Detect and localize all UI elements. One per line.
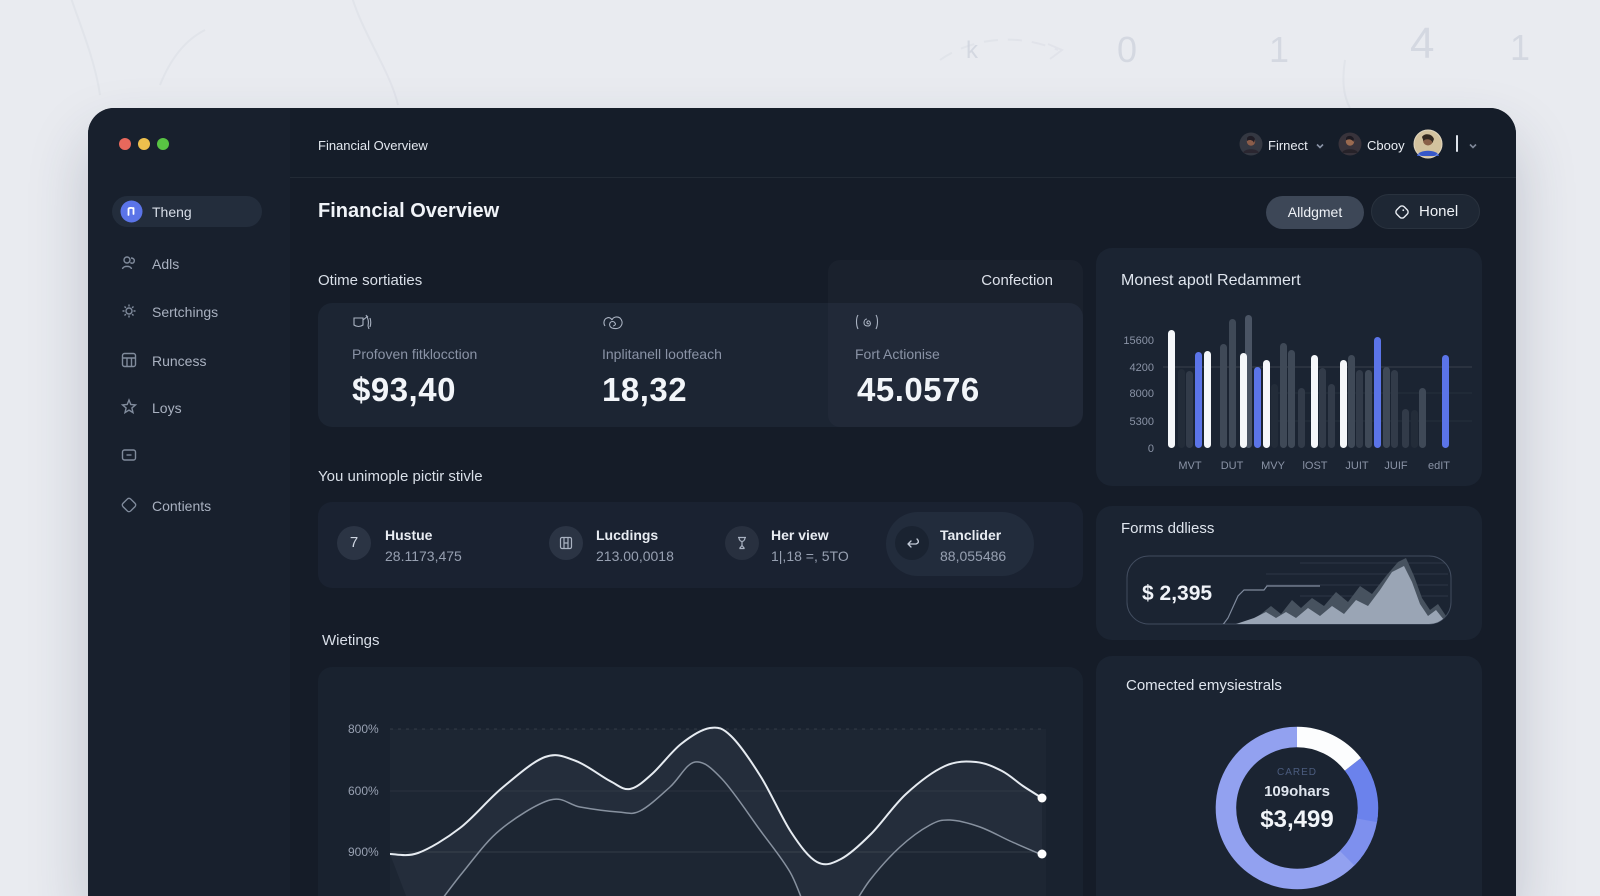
svg-text:600%: 600%: [348, 784, 379, 798]
svg-text:900%: 900%: [348, 845, 379, 859]
svg-text:800%: 800%: [348, 722, 379, 736]
svg-text:0: 0: [1117, 29, 1137, 70]
svg-text:1: 1: [1269, 29, 1289, 70]
svg-text:5300: 5300: [1130, 416, 1154, 428]
svg-text:0: 0: [1148, 443, 1154, 455]
svg-text:lOST: lOST: [1302, 460, 1327, 472]
svg-text:15600: 15600: [1123, 335, 1154, 347]
svg-text:MVT: MVT: [1178, 460, 1202, 472]
svg-text:4: 4: [1410, 19, 1434, 68]
svg-text:JUIT: JUIT: [1345, 460, 1369, 472]
svg-text:k: k: [966, 37, 979, 64]
svg-text:8000: 8000: [1130, 388, 1154, 400]
svg-text:109ohars: 109ohars: [1264, 783, 1330, 800]
svg-text:1: 1: [1510, 27, 1530, 68]
svg-text:MVY: MVY: [1261, 460, 1286, 472]
svg-text:$3,499: $3,499: [1260, 806, 1333, 833]
svg-text:DUT: DUT: [1221, 460, 1244, 472]
svg-text:JUIF: JUIF: [1384, 460, 1408, 472]
svg-text:edIT: edIT: [1428, 460, 1450, 472]
svg-text:$ 2,395: $ 2,395: [1142, 582, 1212, 605]
svg-text:4200: 4200: [1130, 362, 1154, 374]
svg-text:CARED: CARED: [1277, 767, 1317, 778]
